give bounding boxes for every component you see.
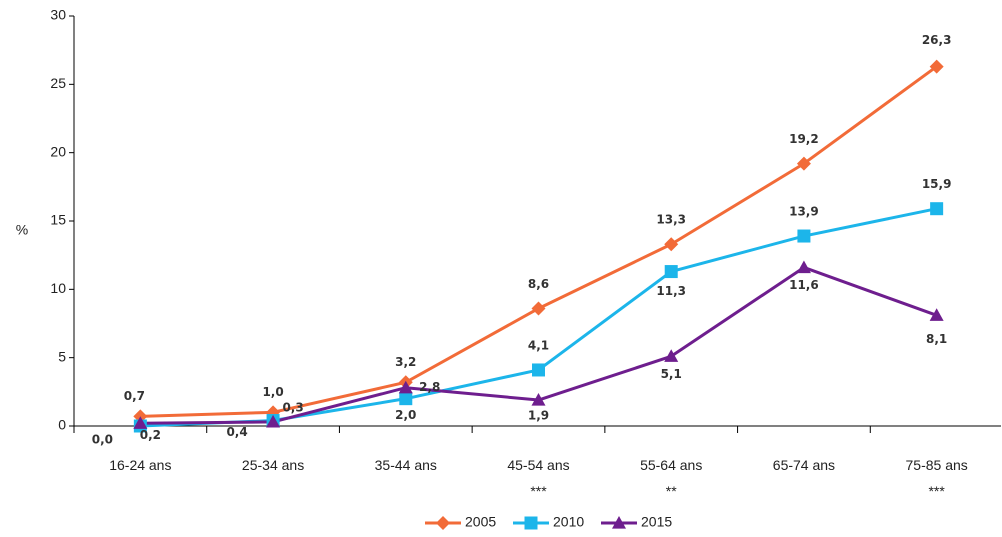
data-point-2005 [531, 301, 546, 316]
data-label: 13,3 [656, 213, 686, 227]
axes: 0 5 10 15 20 25 30 16-24 ans 25-34 ans 35-44 ans 4… [50, 7, 1001, 499]
x-tick-label: 16-24 ans [109, 457, 171, 473]
data-label: 0,3 [282, 400, 303, 414]
data-point-2010 [664, 265, 678, 279]
significance-marker: *** [530, 483, 547, 499]
y-tick-label: 20 [50, 143, 66, 159]
data-point-2015 [664, 349, 679, 362]
x-tick-label: 55-64 ans [640, 457, 702, 473]
legend-marker-2010 [524, 516, 538, 530]
data-label: 4,1 [528, 338, 549, 352]
data-label: 26,3 [922, 33, 952, 47]
data-point-2005 [796, 156, 811, 171]
significance-marker: *** [928, 483, 945, 499]
data-label: 2,0 [395, 408, 416, 422]
data-point-2015 [398, 380, 413, 394]
legend-marker-2005 [436, 516, 450, 530]
data-labels: 0,7 1,0 3,2 8,6 13,3 19,2 26,3 0,0 0,4 2,0 4,1 11,3… [92, 33, 952, 446]
y-tick-label: 10 [50, 280, 66, 296]
data-label: 5,1 [661, 367, 682, 381]
data-label: 11,3 [656, 284, 686, 298]
data-point-2015 [133, 416, 148, 429]
legend-label-2010: 2010 [553, 514, 584, 530]
x-tick-label: 25-34 ans [242, 457, 304, 473]
data-label: 0,2 [140, 428, 161, 442]
legend-marker-2015 [612, 516, 626, 529]
data-label: 8,6 [528, 277, 549, 291]
data-label: 19,2 [789, 132, 819, 146]
legend: 2005 2010 2015 [425, 514, 672, 530]
series-markers [133, 59, 944, 433]
y-tick-label: 5 [58, 348, 66, 364]
x-tick-label: 65-74 ans [773, 457, 835, 473]
legend-label-2015: 2015 [641, 514, 672, 530]
data-label: 3,2 [395, 355, 416, 369]
data-point-2010 [399, 392, 413, 406]
data-label: 1,0 [262, 385, 283, 399]
data-label: 2,8 [419, 380, 440, 394]
x-tick-label: 45-54 ans [507, 457, 569, 473]
data-point-2010 [532, 363, 545, 377]
y-tick-label: 0 [58, 417, 66, 433]
x-tick-label: 75-85 ans [906, 457, 968, 473]
significance-marker: ** [666, 483, 677, 499]
legend-label-2005: 2005 [465, 514, 496, 530]
data-point-2005 [929, 59, 944, 74]
data-label: 0,7 [124, 389, 145, 403]
y-tick-label: 15 [50, 212, 66, 228]
data-label: 1,9 [528, 409, 549, 423]
y-axis-label: % [16, 222, 28, 238]
data-label: 0,4 [226, 425, 247, 439]
y-tick-label: 30 [50, 7, 66, 23]
x-tick-label: 35-44 ans [375, 457, 437, 473]
data-label: 8,1 [926, 332, 947, 346]
data-point-2005 [664, 237, 679, 252]
data-point-2015 [929, 308, 944, 321]
data-label: 13,9 [789, 205, 819, 219]
data-point-2015 [796, 260, 811, 274]
data-label: 0,0 [92, 433, 113, 447]
data-label: 11,6 [789, 278, 819, 292]
y-tick-label: 25 [50, 75, 66, 91]
data-label: 15,9 [922, 177, 952, 191]
data-point-2015 [531, 393, 546, 406]
data-point-2010 [930, 202, 944, 216]
data-point-2010 [797, 229, 811, 243]
data-point-2015 [266, 414, 281, 428]
